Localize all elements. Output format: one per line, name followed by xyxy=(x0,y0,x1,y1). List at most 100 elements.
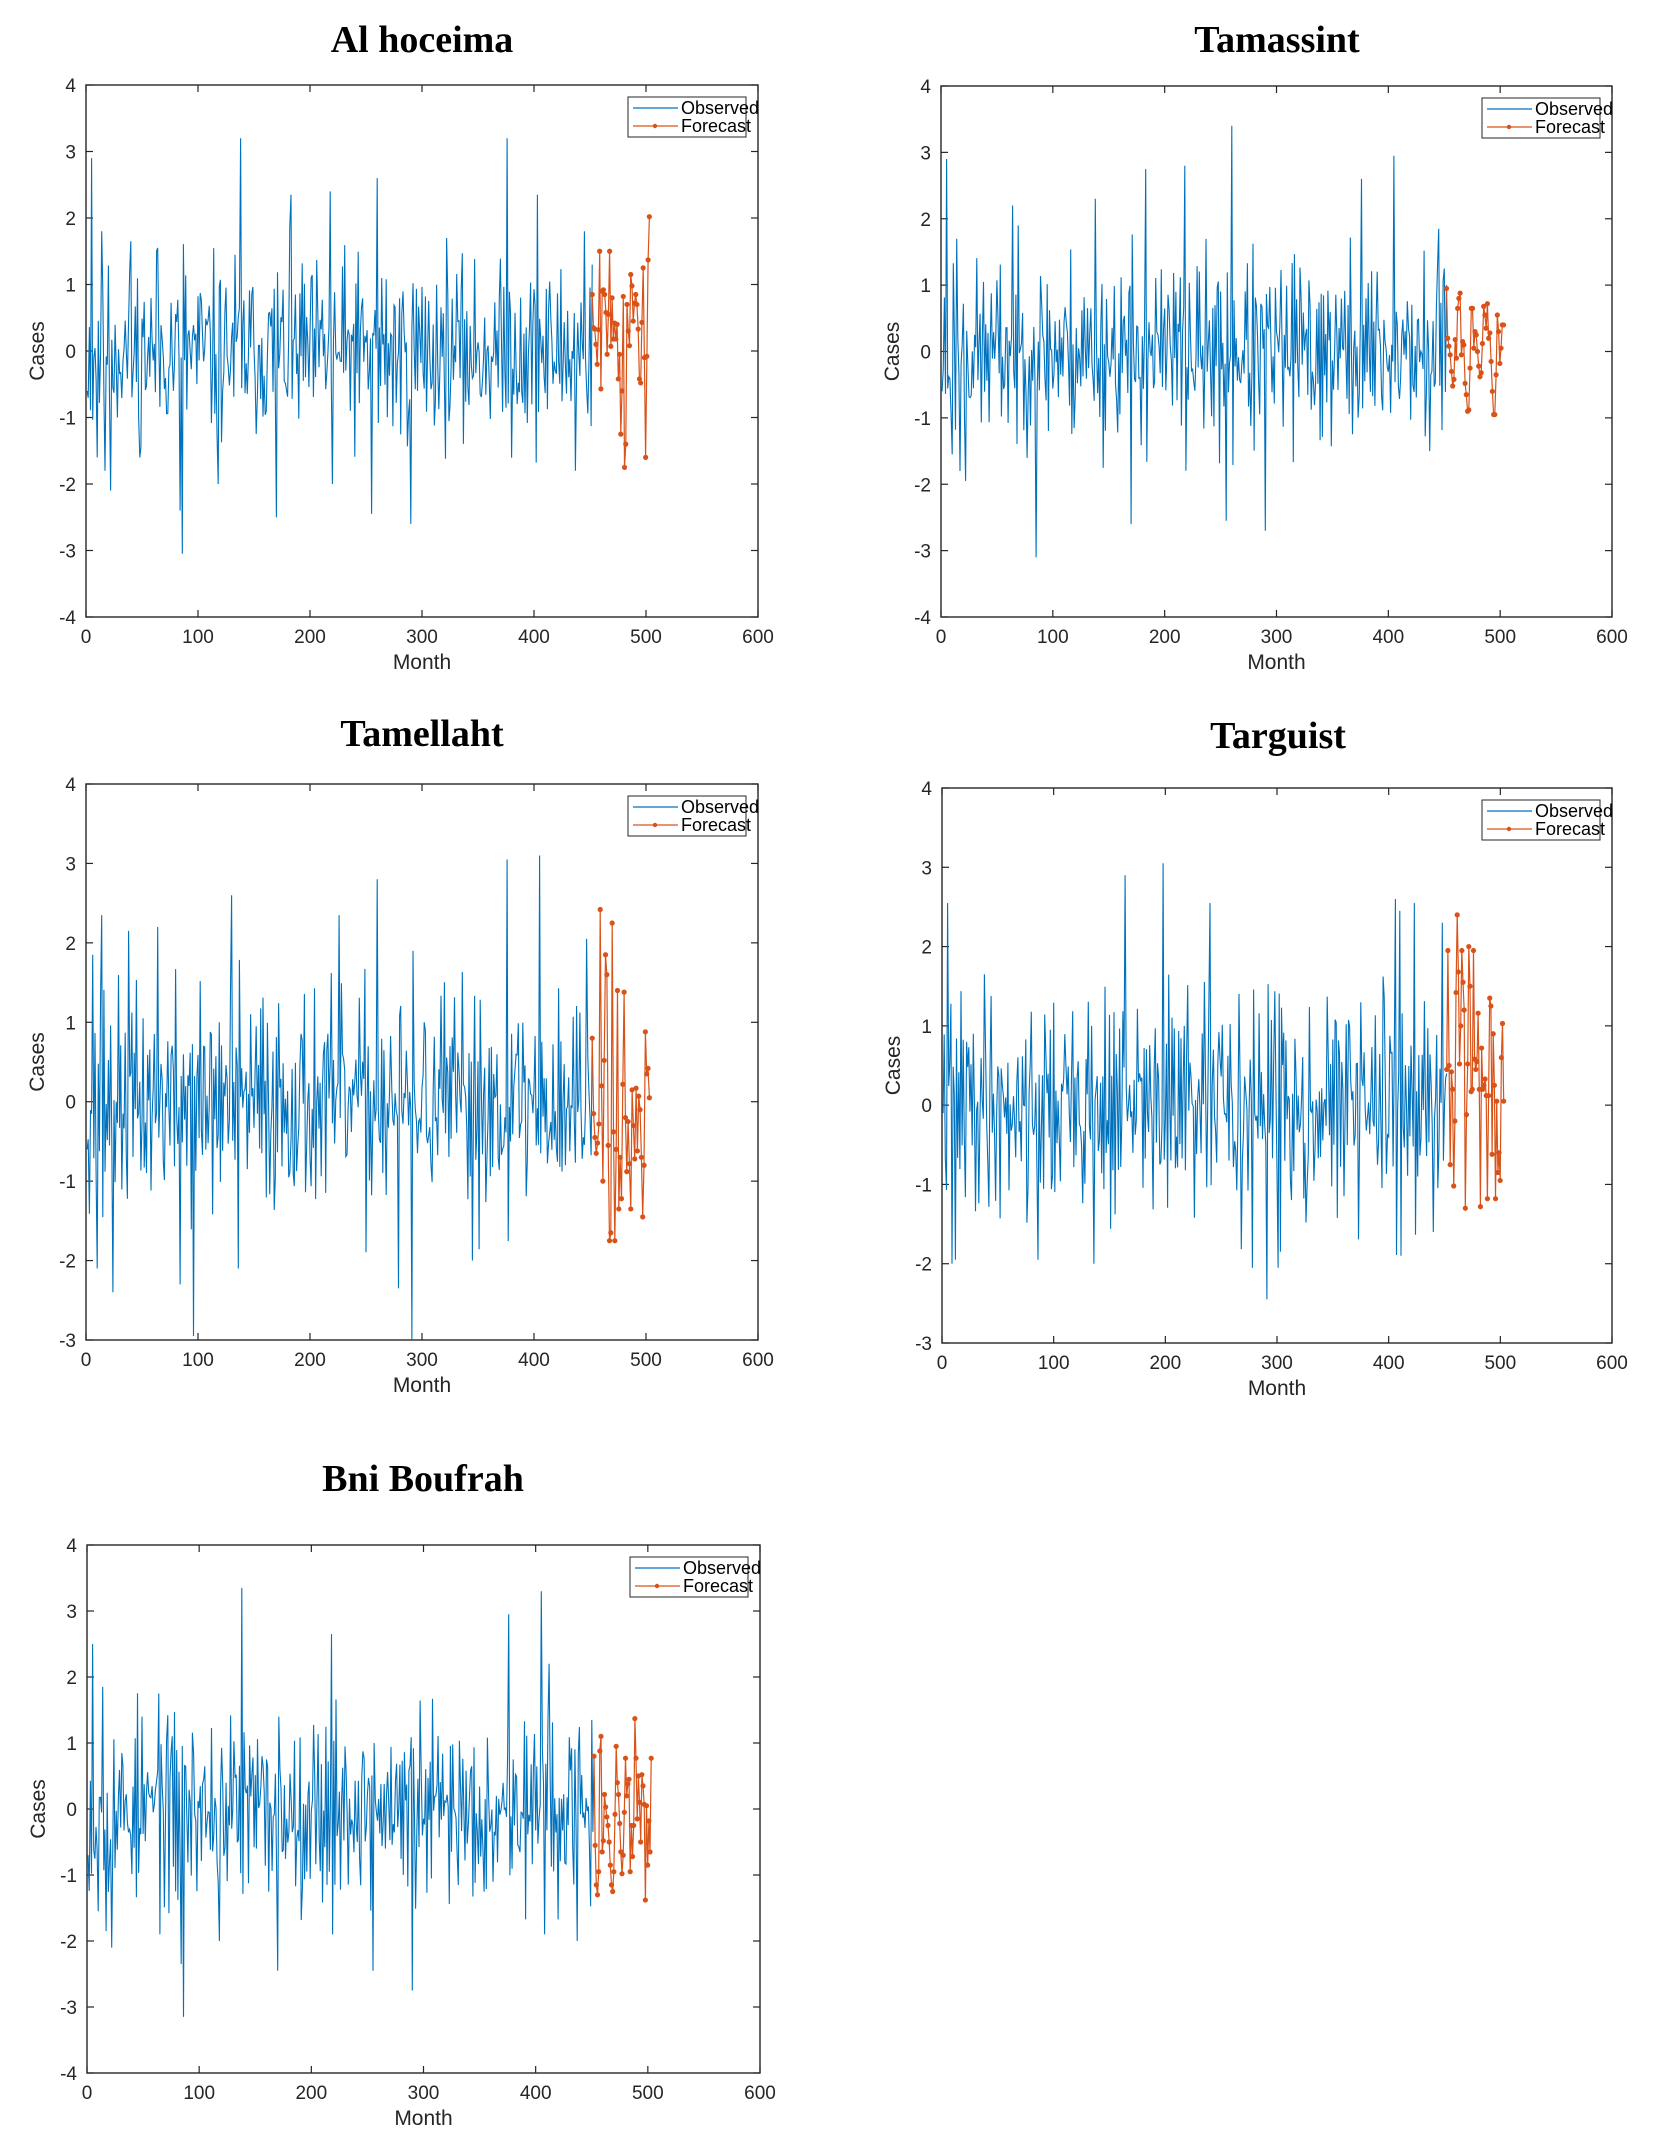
forecast-point xyxy=(609,920,615,926)
chart-title: Targuist xyxy=(1210,715,1346,757)
x-tick-label: 200 xyxy=(1149,627,1181,648)
forecast-point xyxy=(1446,1062,1452,1069)
forecast-point xyxy=(621,1809,627,1815)
x-axis-label: Month xyxy=(1248,1377,1306,1400)
forecast-point xyxy=(1474,1058,1480,1065)
x-axis-label: Month xyxy=(393,1374,451,1397)
forecast-point xyxy=(1462,380,1468,386)
y-tick-label: 3 xyxy=(66,1602,77,1623)
forecast-point xyxy=(642,1029,648,1035)
forecast-point xyxy=(1467,983,1473,989)
y-tick-label: -2 xyxy=(59,1252,76,1273)
legend-forecast-label: Forecast xyxy=(1535,819,1605,839)
x-tick-label: 600 xyxy=(742,1350,774,1371)
forecast-point xyxy=(1498,345,1504,351)
forecast-point xyxy=(617,1154,623,1160)
x-tick-label: 100 xyxy=(182,1350,214,1371)
forecast-point xyxy=(1470,947,1477,954)
forecast-point xyxy=(630,1122,637,1129)
plot-area xyxy=(940,85,1613,618)
forecast-point xyxy=(643,1803,650,1809)
forecast-point xyxy=(1444,1066,1450,1073)
forecast-point xyxy=(636,376,643,382)
forecast-point xyxy=(607,1862,613,1868)
panel-targuist: Targuist 0 100 200 300 400 500 600 -3 -2 -1 0 1 2 3 4 M… xyxy=(831,680,1662,1400)
legend-box xyxy=(629,1556,749,1598)
forecast-point xyxy=(1449,1086,1456,1092)
forecast-point xyxy=(613,1146,619,1152)
forecast-point xyxy=(600,1178,606,1184)
forecast-point xyxy=(617,1820,623,1827)
forecast-point xyxy=(1478,370,1484,376)
x-tick-label: 600 xyxy=(744,2083,776,2104)
forecast-point xyxy=(640,1214,646,1220)
forecast-point xyxy=(636,1093,642,1099)
forecast-point xyxy=(600,287,607,293)
y-tick-label: -2 xyxy=(914,475,931,496)
forecast-point xyxy=(638,380,644,386)
y-tick-label: -2 xyxy=(915,1255,932,1276)
x-axis-label: Month xyxy=(393,651,451,674)
forecast-point xyxy=(620,1852,626,1858)
forecast-point xyxy=(1466,407,1472,413)
forecast-point xyxy=(616,1206,622,1212)
forecast-point xyxy=(629,1853,636,1860)
y-tick-label: 3 xyxy=(65,854,76,875)
forecast-point xyxy=(641,1162,647,1168)
forecast-point xyxy=(1469,1086,1475,1092)
forecast-point xyxy=(1493,372,1499,378)
x-tick-label: 100 xyxy=(1038,1353,1070,1374)
forecast-point xyxy=(614,1780,620,1786)
forecast-point xyxy=(624,1793,630,1799)
forecast-point xyxy=(612,1811,618,1817)
forecast-point xyxy=(1448,1069,1454,1075)
forecast-point xyxy=(1481,303,1487,309)
forecast-point xyxy=(618,431,624,437)
forecast-point xyxy=(1453,989,1459,996)
forecast-point xyxy=(605,1142,611,1148)
forecast-point xyxy=(633,1755,639,1761)
forecast-point xyxy=(1465,1061,1471,1067)
forecast-point xyxy=(1459,947,1465,954)
forecast-point xyxy=(1492,1196,1499,1202)
forecast-point xyxy=(608,1882,615,1888)
forecast-point xyxy=(644,353,650,359)
forecast-point xyxy=(612,1238,618,1244)
legend-forecast-marker xyxy=(654,1583,660,1589)
x-tick-label: 0 xyxy=(936,627,947,648)
plot-area xyxy=(86,1544,761,2074)
forecast-point xyxy=(1501,1098,1507,1104)
forecast-point xyxy=(632,1715,638,1722)
forecast-point xyxy=(1469,305,1476,311)
forecast-point xyxy=(1451,376,1457,382)
forecast-point xyxy=(597,248,603,254)
forecast-point xyxy=(638,1839,644,1845)
forecast-point xyxy=(638,1154,644,1160)
x-tick-label: 400 xyxy=(518,627,550,648)
forecast-point xyxy=(1481,1082,1487,1088)
forecast-point xyxy=(1453,355,1460,361)
x-tick-label: 400 xyxy=(1372,627,1404,648)
legend-box xyxy=(1481,97,1601,139)
x-tick-label: 0 xyxy=(937,1353,948,1374)
forecast-point xyxy=(646,1818,652,1824)
forecast-point xyxy=(619,1871,625,1877)
forecast-point xyxy=(597,1748,603,1754)
forecast-point xyxy=(590,1111,597,1117)
x-axis-label: Month xyxy=(1247,651,1305,674)
forecast-point xyxy=(633,1085,639,1091)
y-axis-label: Cases xyxy=(881,322,904,382)
forecast-point xyxy=(621,464,628,470)
forecast-point xyxy=(1458,1023,1464,1029)
forecast-point xyxy=(621,989,627,995)
x-tick-label: 200 xyxy=(1149,1353,1181,1374)
x-tick-label: 600 xyxy=(1596,627,1628,648)
panel-tamassint: Tamassint 0 100 200 300 400 500 600 -4 -3 -2 -1 0 1 2… xyxy=(831,0,1662,680)
forecast-point xyxy=(626,1161,633,1167)
forecast-point xyxy=(627,1869,633,1875)
y-tick-label: -3 xyxy=(59,542,76,563)
forecast-point xyxy=(1488,358,1494,365)
forecast-point xyxy=(620,293,626,300)
